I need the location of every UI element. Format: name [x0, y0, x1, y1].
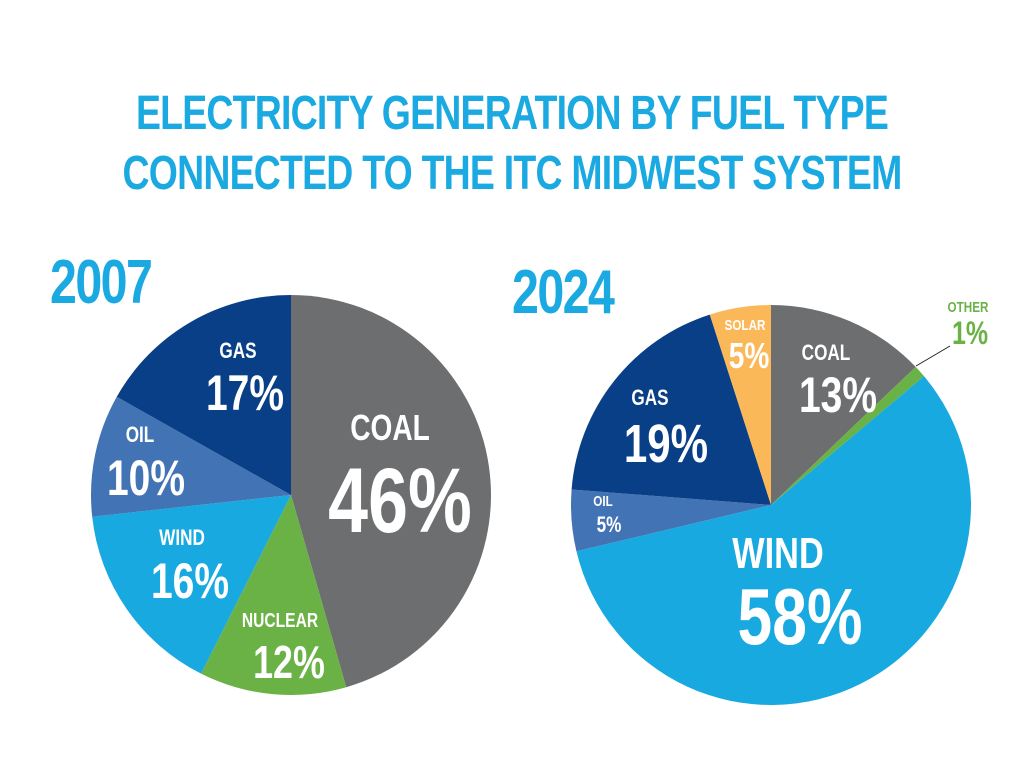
pie-2007-value-oil: 10%	[107, 449, 185, 506]
pie-2007-value-coal: 46%	[328, 449, 472, 552]
pie-2024-slice-coal	[771, 305, 916, 505]
pie-2024-label-gas: GAS	[631, 386, 668, 411]
pie-2007-label-oil: OIL	[126, 423, 155, 448]
pie-2024-slice-gas	[571, 314, 771, 505]
pie-2024-value-other: 1%	[952, 316, 988, 352]
pie-2007-label-nuclear: NUCLEAR	[242, 609, 318, 631]
pie-2007-title: 2007	[50, 248, 153, 317]
pie-2007-slice-oil	[90, 396, 291, 517]
chart-title: ELECTRICITY GENERATION BY FUEL TYPE CONN…	[113, 84, 912, 204]
pie-2007-label-gas: GAS	[219, 339, 256, 364]
pie-2024-slice-oil	[570, 489, 771, 552]
pie-2024-value-oil: 5%	[597, 513, 622, 538]
pie-2024-value-wind: 58%	[738, 573, 863, 662]
pie-2024-value-solar: 5%	[729, 336, 770, 376]
pie-2024-slice-wind	[576, 376, 972, 705]
pie-2007-value-wind: 16%	[151, 552, 229, 609]
pie-2007-slice-gas	[116, 295, 292, 495]
pie-2007-label-wind: WIND	[159, 526, 205, 551]
pie-2024-label-wind: WIND	[732, 529, 823, 578]
pie-2024-label-other: OTHER	[948, 299, 989, 316]
pie-2024-label-oil: OIL	[593, 493, 612, 510]
pie-2024-value-gas: 19%	[624, 414, 708, 474]
pie-2024-slice-solar	[709, 305, 771, 505]
pie-2007-slice-wind	[92, 495, 292, 674]
pie-2024-slice-other	[771, 366, 924, 505]
chart-title-line-1: ELECTRICITY GENERATION BY FUEL TYPE	[135, 87, 889, 140]
pie-2007-slice-nuclear	[201, 495, 347, 695]
chart-title-line-2: CONNECTED TO THE ITC MIDWEST SYSTEM	[122, 147, 902, 200]
pie-2024-leader-line-other	[915, 345, 951, 367]
pie-2007-label-coal: COAL	[350, 408, 430, 448]
pie-2007-value-gas: 17%	[206, 364, 284, 421]
pie-2024-title: 2024	[512, 258, 615, 327]
pie-2007-slice-coal	[291, 295, 491, 688]
pie-2007-value-nuclear: 12%	[253, 637, 325, 688]
pie-2024-value-coal: 13%	[799, 366, 877, 423]
pie-2024-label-solar: SOLAR	[725, 317, 766, 334]
pie-2024-label-coal: COAL	[802, 341, 851, 366]
